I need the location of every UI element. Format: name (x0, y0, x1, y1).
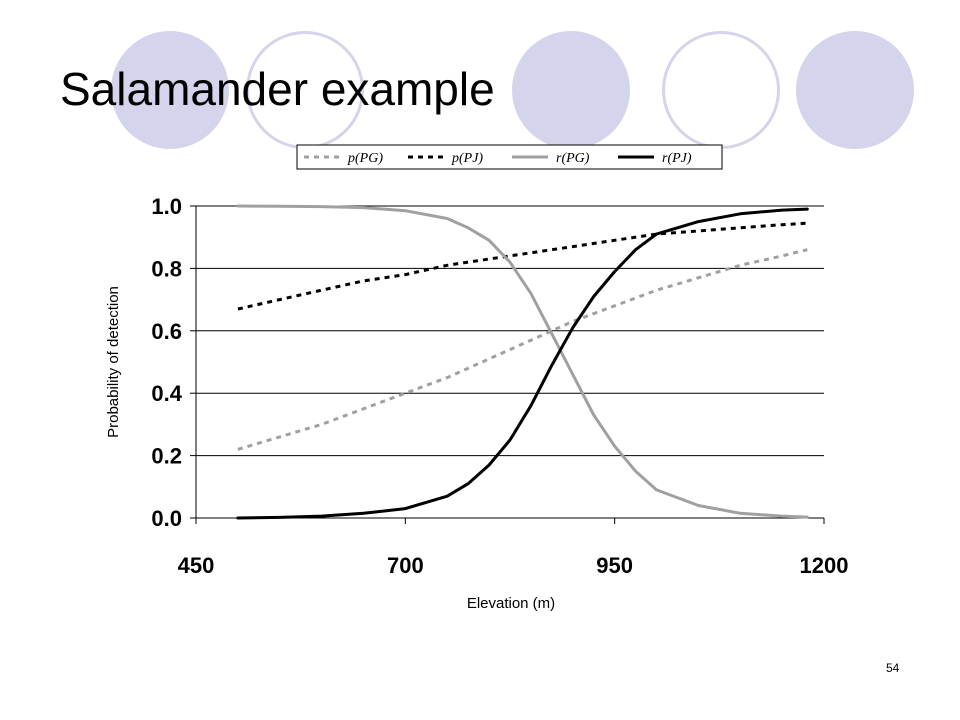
decorative-circle-1 (111, 31, 229, 149)
y-tick-label: 0.8 (151, 256, 182, 281)
x-tick-label: 1200 (800, 553, 849, 578)
legend-label: r(PJ) (662, 151, 692, 166)
slide-title: Salamander example (60, 63, 495, 115)
y-tick-label: 0.6 (151, 319, 182, 344)
x-axis-label: Elevation (m) (467, 595, 555, 612)
legend-label: p(PJ) (451, 151, 483, 166)
legend-label: p(PG) (347, 151, 383, 166)
y-tick-label: 0.2 (151, 444, 182, 469)
legend-label: r(PG) (556, 151, 590, 166)
decorative-ring-1 (246, 31, 364, 149)
x-tick-label: 700 (387, 553, 424, 578)
x-tick-label: 950 (596, 553, 633, 578)
page-number: 54 (886, 661, 900, 675)
chart-legend: p(PG) p(PJ) r(PG) r(PJ) (296, 144, 723, 170)
decorative-circle-2 (512, 31, 630, 149)
decorative-circle-3 (796, 31, 914, 149)
series-line-ppj (237, 221, 808, 311)
y-axis-label: Probability of detection (105, 286, 122, 438)
series-line-rpg (236, 204, 809, 519)
y-tick-label: 0.4 (151, 381, 182, 406)
x-tick-label: 450 (178, 553, 215, 578)
series-line-ppg (237, 248, 808, 451)
series-line-rpj (236, 207, 809, 520)
decorative-ring-2 (662, 31, 780, 149)
y-tick-label: 0.0 (151, 506, 182, 531)
y-tick-label: 1.0 (151, 194, 182, 219)
